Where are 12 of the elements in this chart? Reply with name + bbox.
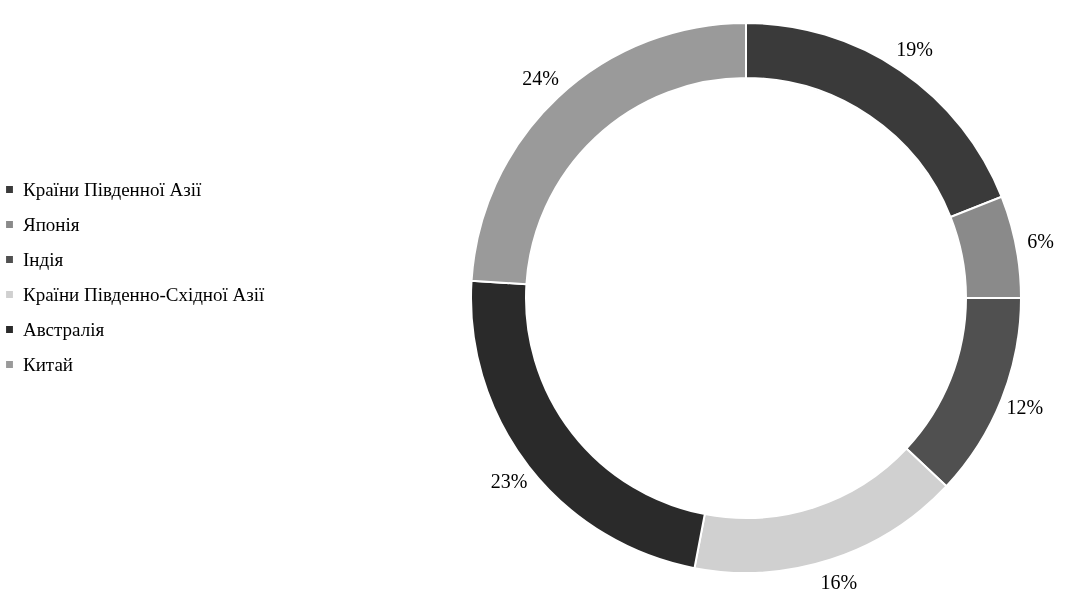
legend-label: Японія [23, 213, 80, 235]
legend-label: Індія [23, 248, 64, 270]
legend-label: Країни Південно-Східної Азії [23, 283, 266, 305]
legend-label: Австралія [23, 318, 105, 340]
data-label: 19% [896, 37, 933, 60]
data-label: 16% [820, 571, 858, 594]
data-label: 23% [490, 469, 528, 492]
legend-label: Країни Південної Азії [23, 178, 202, 200]
data-label: 24% [522, 67, 559, 90]
data-label: 12% [1006, 396, 1044, 419]
data-label: 6% [1027, 229, 1055, 252]
legend-label: Китай [23, 353, 73, 375]
